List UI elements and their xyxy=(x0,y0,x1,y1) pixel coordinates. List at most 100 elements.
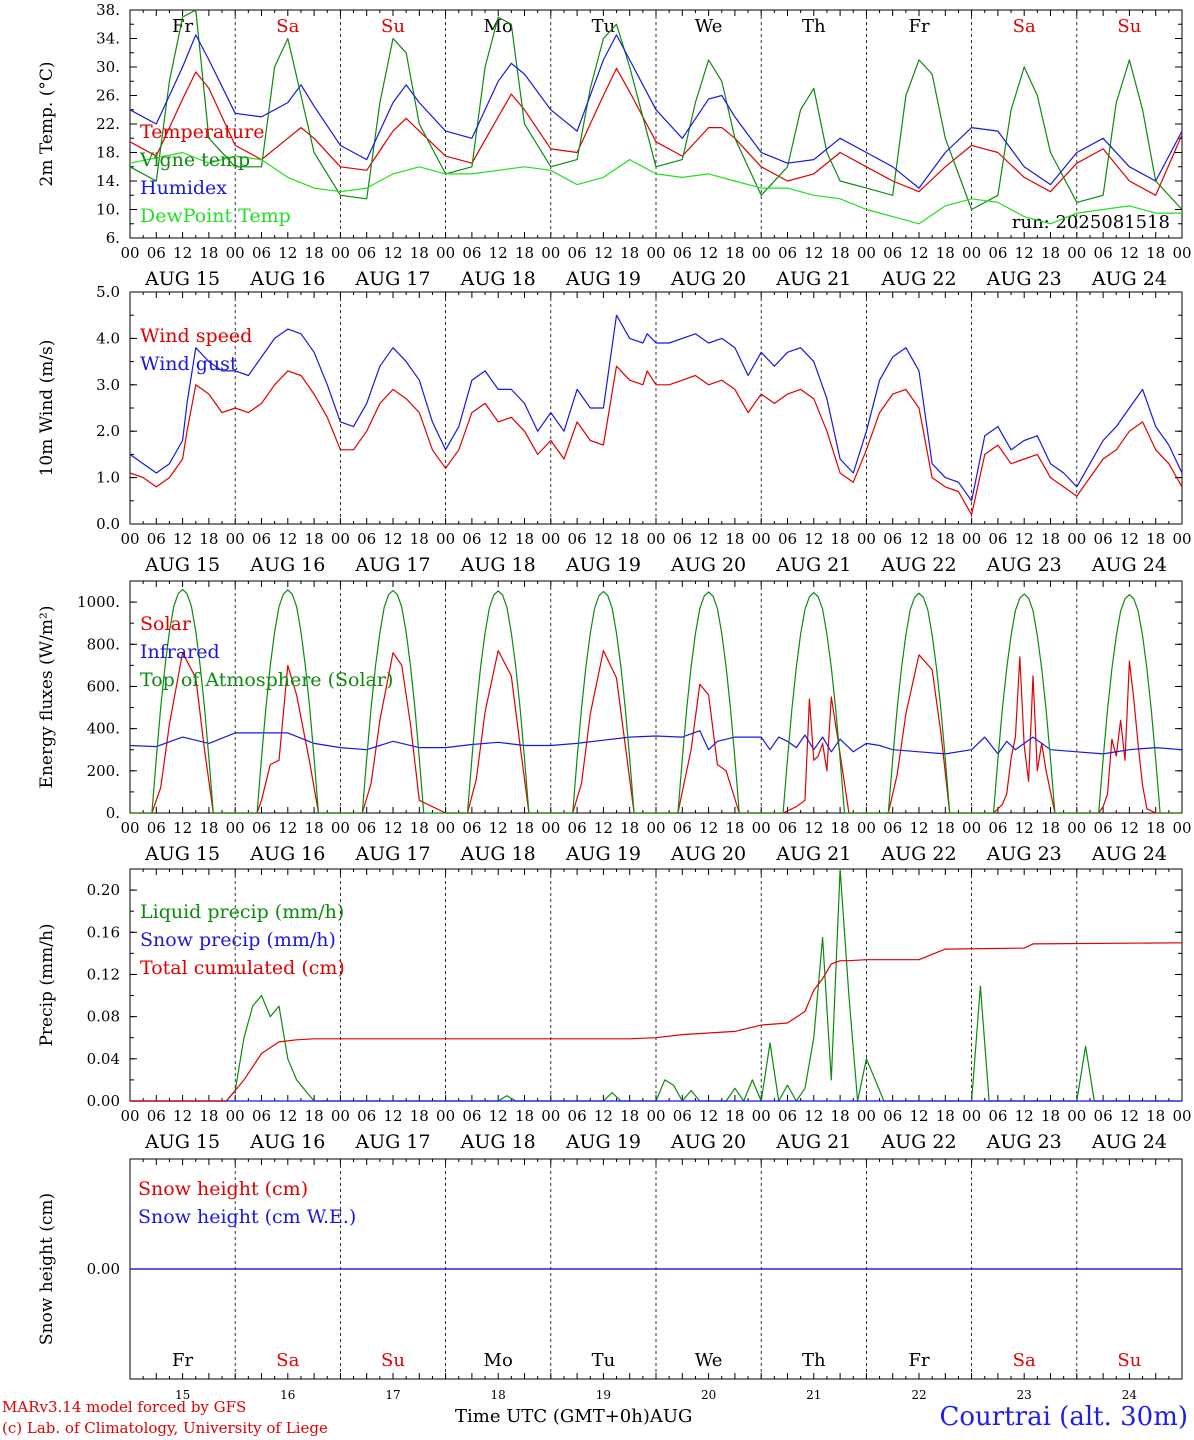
x-hour-label: 12 xyxy=(383,244,402,262)
legend-entry: Temperature xyxy=(140,121,264,143)
x-hour-label: 06 xyxy=(673,244,692,262)
legend-entry: Infrared xyxy=(140,641,220,663)
y-tick-label: 1000. xyxy=(77,593,120,611)
day-abbr-label: Su xyxy=(381,16,405,37)
x-hour-label: 00 xyxy=(857,244,876,262)
legend-entry: Snow height (cm) xyxy=(138,1178,308,1200)
x-hour-label: 06 xyxy=(883,244,902,262)
x-hour-label: 18 xyxy=(1041,1107,1060,1125)
y-axis-label: Precip (mm/h) xyxy=(37,923,57,1046)
y-tick-label: 4.0 xyxy=(96,329,120,347)
x-hour-label: 00 xyxy=(226,530,245,548)
x-hour-label: 18 xyxy=(199,819,218,837)
x-hour-label: 12 xyxy=(173,244,192,262)
y-tick-label: 0. xyxy=(106,804,120,822)
x-hour-label: 06 xyxy=(988,819,1007,837)
x-hour-label: 18 xyxy=(936,244,955,262)
x-hour-label: 12 xyxy=(804,819,823,837)
panel-wind: 0.0 1.0 2.0 3.0 4.0 5.0 10m Wind (m/s) 00 06 12 18… xyxy=(37,283,1192,576)
y-tick-label: 2.0 xyxy=(96,422,120,440)
day-number-label: 15 xyxy=(175,1388,190,1402)
y-tick-label: 30. xyxy=(96,58,120,76)
x-hour-label: 12 xyxy=(594,530,613,548)
x-hour-label: 12 xyxy=(1120,244,1139,262)
x-hour-label: 18 xyxy=(305,244,324,262)
x-hour-label: 00 xyxy=(436,530,455,548)
series-line-wind-gust xyxy=(129,314,1183,502)
y-axis-label: 10m Wind (m/s) xyxy=(37,340,57,477)
y-tick-label: 34. xyxy=(96,30,120,48)
x-hour-label: 18 xyxy=(410,1107,429,1125)
x-hour-label: 18 xyxy=(1041,244,1060,262)
x-date-label: AUG 18 xyxy=(460,1131,536,1153)
x-date-label: AUG 21 xyxy=(775,268,851,290)
legend-entry: Solar xyxy=(140,613,192,635)
y-tick-label: 3.0 xyxy=(96,376,120,394)
x-hour-label: 06 xyxy=(147,1107,166,1125)
x-hour-label: 18 xyxy=(515,244,534,262)
x-hour-label: 06 xyxy=(252,819,271,837)
x-hour-label: 06 xyxy=(1094,244,1113,262)
day-abbr-label: Sa xyxy=(1013,16,1036,37)
x-hour-label: 06 xyxy=(462,530,481,548)
x-hour-label: 12 xyxy=(909,244,928,262)
x-hour-label: 00 xyxy=(120,244,139,262)
x-hour-label: 06 xyxy=(357,819,376,837)
y-tick-label: 26. xyxy=(96,87,120,105)
x-hour-label: 06 xyxy=(252,530,271,548)
y-tick-label: 0.0 xyxy=(96,515,120,533)
x-hour-label: 12 xyxy=(1015,530,1034,548)
x-date-label: AUG 23 xyxy=(986,1131,1062,1153)
x-hour-label: 12 xyxy=(909,819,928,837)
panel-precip: 0.00 0.04 0.08 0.12 0.16 0.20 Precip (mm/h) 00 0… xyxy=(37,868,1192,1153)
x-hour-label: 00 xyxy=(120,1107,139,1125)
x-hour-label: 06 xyxy=(883,1107,902,1125)
x-hour-label: 06 xyxy=(357,244,376,262)
x-hour-label: 12 xyxy=(1015,1107,1034,1125)
x-hour-label: 06 xyxy=(462,244,481,262)
x-hour-label: 18 xyxy=(831,530,850,548)
x-hour-label: 12 xyxy=(1120,530,1139,548)
series-line-temperature xyxy=(129,67,1183,196)
x-hour-label: 18 xyxy=(305,530,324,548)
x-hour-label: 00 xyxy=(226,244,245,262)
x-hour-label: 06 xyxy=(147,819,166,837)
day-abbr-label: We xyxy=(695,1350,723,1371)
x-hour-label: 00 xyxy=(962,1107,981,1125)
x-hour-label: 00 xyxy=(331,530,350,548)
x-date-label: AUG 21 xyxy=(775,843,851,865)
legend-entry: Vigne temp xyxy=(139,149,250,171)
x-hour-label: 06 xyxy=(1094,1107,1113,1125)
x-hour-label: 18 xyxy=(199,530,218,548)
x-hour-label: 12 xyxy=(489,1107,508,1125)
x-hour-label: 12 xyxy=(383,530,402,548)
x-hour-label: 00 xyxy=(752,819,771,837)
x-hour-label: 18 xyxy=(1041,819,1060,837)
day-abbr-label: Sa xyxy=(1013,1350,1036,1371)
x-hour-label: 18 xyxy=(410,244,429,262)
x-hour-label: 12 xyxy=(909,1107,928,1125)
x-hour-label: 00 xyxy=(120,819,139,837)
day-abbr-label: Fr xyxy=(172,16,193,37)
x-hour-label: 18 xyxy=(620,244,639,262)
x-hour-label: 12 xyxy=(594,1107,613,1125)
x-hour-label: 00 xyxy=(226,819,245,837)
x-hour-label: 18 xyxy=(620,819,639,837)
x-hour-label: 06 xyxy=(147,244,166,262)
y-tick-label: 10. xyxy=(96,201,120,219)
x-hour-label: 12 xyxy=(278,1107,297,1125)
day-number-label: 22 xyxy=(911,1388,926,1402)
x-hour-label: 06 xyxy=(778,1107,797,1125)
x-hour-label: 18 xyxy=(305,819,324,837)
x-hour-label: 00 xyxy=(857,1107,876,1125)
day-abbr-label: Tu xyxy=(592,1350,616,1371)
x-hour-label: 00 xyxy=(331,819,350,837)
y-tick-label: 400. xyxy=(87,720,120,738)
x-hour-label: 00 xyxy=(541,819,560,837)
x-hour-label: 18 xyxy=(515,819,534,837)
x-hour-label: 06 xyxy=(568,819,587,837)
x-date-label: AUG 15 xyxy=(144,268,220,290)
series-line-total-cumulated-cm xyxy=(130,942,1183,1102)
x-hour-label: 00 xyxy=(1172,530,1191,548)
